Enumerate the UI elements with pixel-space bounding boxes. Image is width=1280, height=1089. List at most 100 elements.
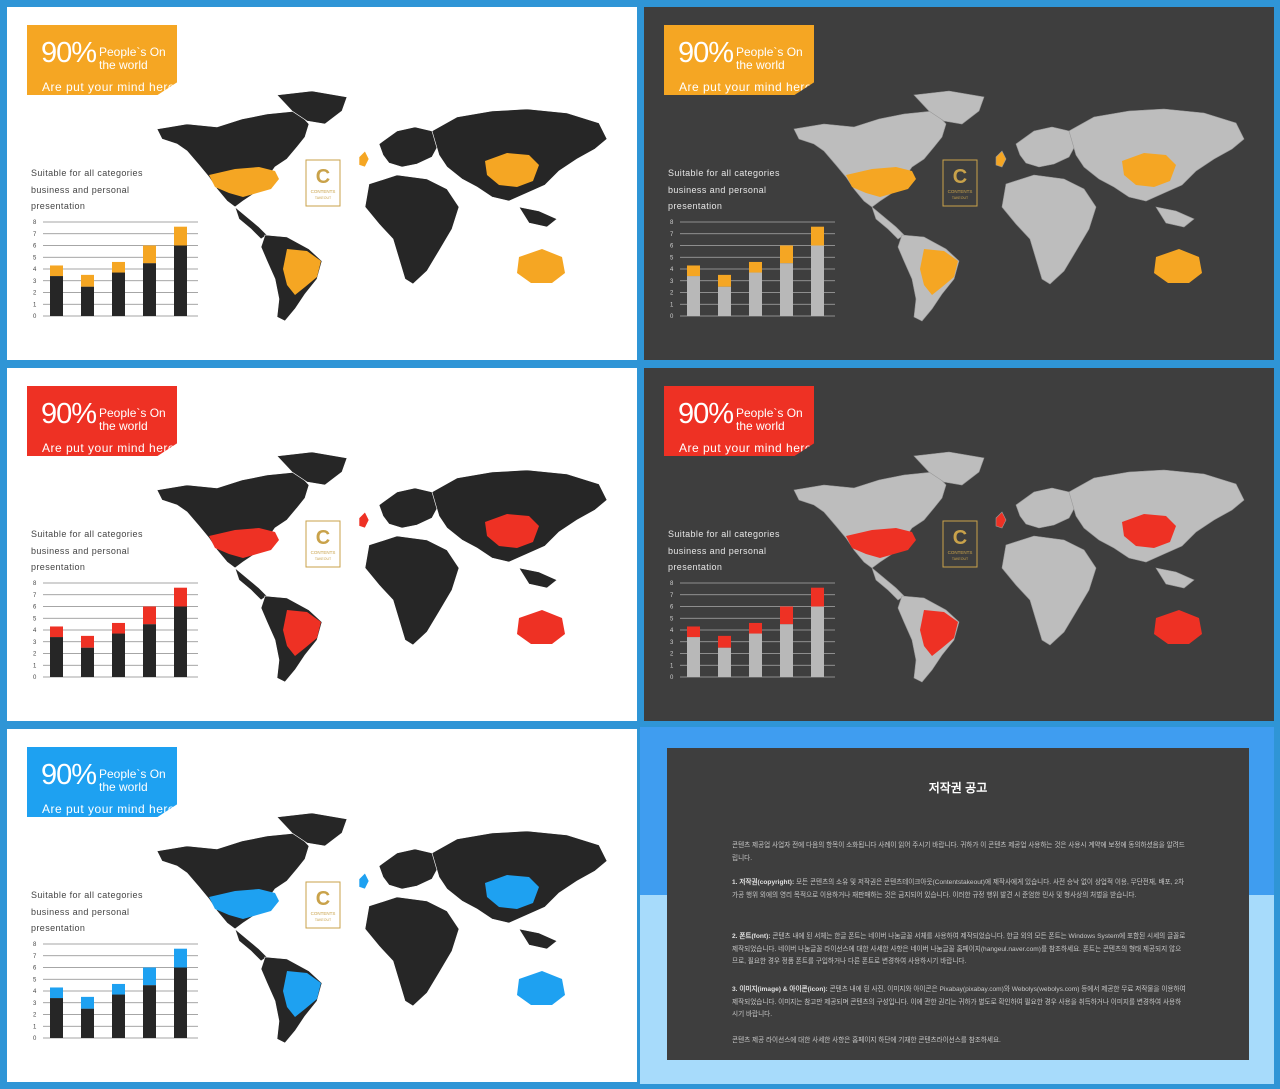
- y-tick-label: 3: [670, 640, 674, 646]
- description: Suitable for all categories business and…: [31, 887, 143, 937]
- y-tick-label: 1: [33, 663, 37, 669]
- percent-text: 90%: [41, 398, 97, 430]
- southeast-asia: [1155, 567, 1195, 589]
- y-tick-label: 5: [670, 616, 674, 622]
- description-line: presentation: [31, 923, 86, 933]
- central-america: [871, 206, 905, 240]
- header-line-2: the world: [99, 780, 148, 794]
- australia: [1154, 610, 1202, 644]
- notice-font-head: 2. 폰트(font):: [732, 933, 771, 940]
- china: [485, 875, 539, 909]
- description: Suitable for all categories business and…: [668, 526, 780, 576]
- y-tick-label: 3: [33, 640, 37, 646]
- bar-segment-top: [112, 622, 125, 634]
- bar-segment-base: [811, 245, 824, 316]
- bar-segment-base: [112, 272, 125, 316]
- y-tick-label: 6: [33, 605, 37, 611]
- svg-text:TAKEOUT: TAKEOUT: [952, 557, 969, 561]
- land-masses: [793, 451, 1245, 683]
- central-america: [234, 206, 268, 240]
- bar-segment-base: [143, 985, 156, 1038]
- notice-font-body: 콘텐츠 내에 된 서체는 한글 폰트는 네이버 나눔글꼴 서체를 사용하여 제작…: [732, 933, 1186, 965]
- bar-chart: 0 1 2 3 4 5 6 7 8: [33, 220, 198, 320]
- china: [1122, 514, 1176, 548]
- uk: [358, 872, 370, 890]
- percent-text: 90%: [41, 759, 97, 791]
- southeast-asia: [518, 567, 558, 589]
- description: Suitable for all categories business and…: [668, 165, 780, 215]
- bar-segment-top: [687, 626, 700, 638]
- world-map: [793, 90, 1245, 322]
- y-tick-label: 7: [33, 232, 37, 238]
- y-tick-label: 7: [33, 954, 37, 960]
- svg-text:CONTENTS: CONTENTS: [948, 189, 973, 194]
- description-line: presentation: [668, 201, 723, 211]
- greenland: [913, 451, 985, 486]
- bar-segment-base: [143, 263, 156, 316]
- y-tick-label: 8: [670, 220, 674, 226]
- africa: [364, 535, 460, 646]
- y-tick-label: 2: [670, 652, 674, 658]
- y-tick-label: 3: [670, 279, 674, 285]
- y-tick-label: 4: [33, 989, 37, 995]
- y-tick-label: 4: [670, 628, 674, 634]
- highlighted-countries: [846, 514, 1202, 656]
- y-tick-label: 8: [33, 220, 37, 226]
- header-line-1: People`s On: [736, 406, 803, 420]
- slide-4: 90% People`s On the world Are put your m…: [644, 368, 1274, 721]
- uk: [995, 511, 1007, 529]
- description-line: business and personal: [31, 184, 130, 195]
- bar-segment-base: [112, 994, 125, 1038]
- bar-segment-top: [718, 274, 731, 287]
- europe: [378, 487, 440, 529]
- highlighted-countries: [209, 153, 565, 295]
- header-subtitle: Are put your mind here: [42, 80, 176, 94]
- bar-segment-base: [174, 245, 187, 316]
- y-tick-label: 5: [33, 616, 37, 622]
- bar-segment-base: [780, 624, 793, 677]
- y-tick-label: 6: [33, 966, 37, 972]
- bar-segment-top: [50, 626, 63, 638]
- africa: [1001, 535, 1097, 646]
- header-line-1: People`s On: [99, 767, 166, 781]
- description: Suitable for all categories business and…: [31, 165, 143, 215]
- y-tick-label: 5: [33, 977, 37, 983]
- bar-segment-top: [687, 265, 700, 277]
- header-banner: 90% People`s On the world Are put your m…: [27, 386, 177, 456]
- svg-text:TAKEOUT: TAKEOUT: [952, 196, 969, 200]
- australia: [517, 610, 565, 644]
- bar-segment-top: [780, 245, 793, 264]
- usa: [846, 167, 916, 197]
- notice-copyright: 1. 저작권(copyright): 모든 콘텐츠의 소유 및 저작권은 콘텐츠…: [732, 877, 1186, 902]
- land-masses: [793, 90, 1245, 322]
- header-subtitle: Are put your mind here: [679, 80, 813, 94]
- land-masses: [156, 90, 608, 322]
- bar-segment-base: [143, 624, 156, 677]
- brazil: [283, 249, 321, 295]
- bar-segment-base: [811, 606, 824, 677]
- land-masses: [156, 451, 608, 683]
- china: [1122, 153, 1176, 187]
- bar-segment-base: [718, 286, 731, 316]
- header-subtitle: Are put your mind here: [42, 441, 176, 455]
- bar-segment-top: [112, 261, 125, 273]
- bar-segment-base: [112, 633, 125, 677]
- bar-segment-top: [143, 967, 156, 986]
- bar-segment-top: [174, 226, 187, 246]
- header-banner: 90% People`s On the world Are put your m…: [27, 747, 177, 817]
- bar-segment-top: [50, 265, 63, 277]
- world-map: [156, 451, 608, 683]
- svg-text:TAKEOUT: TAKEOUT: [315, 918, 332, 922]
- bar-segment-top: [143, 245, 156, 264]
- brazil: [920, 249, 958, 295]
- europe: [1015, 487, 1077, 529]
- slide-1: 90% People`s On the world Are put your m…: [7, 7, 637, 360]
- svg-text:C: C: [316, 166, 330, 188]
- brazil: [920, 610, 958, 656]
- y-tick-label: 4: [33, 628, 37, 634]
- bar-chart: 0 1 2 3 4 5 6 7 8: [33, 581, 198, 681]
- y-tick-label: 6: [670, 605, 674, 611]
- slide-2: 90% People`s On the world Are put your m…: [644, 7, 1274, 360]
- central-america: [234, 567, 268, 601]
- svg-text:TAKEOUT: TAKEOUT: [315, 196, 332, 200]
